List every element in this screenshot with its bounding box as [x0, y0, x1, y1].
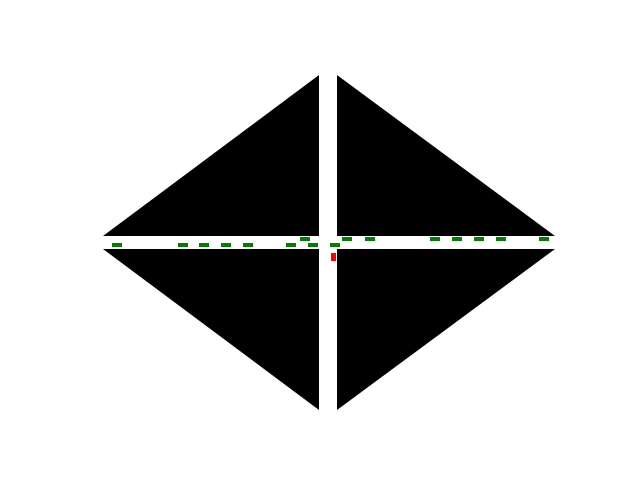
car [474, 237, 484, 241]
car [112, 243, 122, 247]
car [221, 243, 231, 247]
car [342, 237, 352, 241]
block-bottom-left [103, 249, 319, 410]
car [243, 243, 253, 247]
block-top-right [337, 75, 555, 236]
block-top-left [103, 75, 319, 236]
car [539, 237, 549, 241]
car [178, 243, 188, 247]
car [330, 243, 340, 247]
agent-car [331, 253, 336, 261]
car [430, 237, 440, 241]
car [308, 243, 318, 247]
car [286, 243, 296, 247]
car [365, 237, 375, 241]
car [496, 237, 506, 241]
car [199, 243, 209, 247]
car [300, 237, 310, 241]
cars-layer [112, 237, 549, 261]
car [452, 237, 462, 241]
block-bottom-right [337, 249, 555, 410]
